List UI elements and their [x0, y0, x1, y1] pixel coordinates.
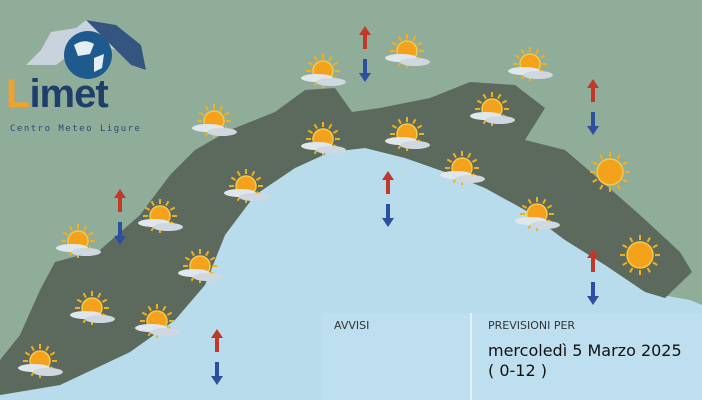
sun-cloud-icon: [224, 169, 269, 203]
sun-icon: [620, 235, 660, 275]
sun-cloud-icon: [440, 151, 485, 185]
sun-icon: [590, 152, 630, 192]
logo-subtitle: Centro Meteo Ligure: [10, 124, 142, 134]
temperature-min-arrow-icon: [211, 362, 223, 385]
sun-cloud-icon: [301, 54, 346, 88]
temperature-max-arrow-icon: [211, 329, 223, 352]
sun-cloud-icon: [385, 117, 430, 151]
sun-cloud-icon: [138, 199, 183, 233]
forecast-date: mercoledì 5 Marzo 2025( 0-12 ): [488, 341, 682, 380]
sun-cloud-icon: [385, 34, 430, 68]
logo-wordmark: Limet: [6, 72, 109, 116]
globe-logo-icon: [26, 20, 146, 79]
temperature-min-arrow-icon: [114, 222, 126, 245]
sun-cloud-icon: [508, 47, 553, 81]
divider: [470, 313, 472, 400]
temperature-max-arrow-icon: [382, 171, 394, 194]
temperature-min-arrow-icon: [359, 59, 371, 82]
sun-cloud-icon: [18, 344, 63, 378]
temperature-max-arrow-icon: [359, 26, 371, 49]
temperature-min-arrow-icon: [587, 282, 599, 305]
warnings-label[interactable]: AVVISI: [334, 319, 370, 332]
temperature-max-arrow-icon: [114, 189, 126, 212]
temperature-min-arrow-icon: [382, 204, 394, 227]
limet-logo: [6, 20, 176, 145]
sun-cloud-icon: [192, 104, 237, 138]
land-liguria: [0, 82, 692, 395]
sun-cloud-icon: [135, 304, 180, 338]
sun-cloud-icon: [56, 224, 101, 258]
temperature-min-arrow-icon: [587, 112, 599, 135]
sun-cloud-icon: [515, 197, 560, 231]
sun-cloud-icon: [301, 122, 346, 156]
sun-cloud-icon: [178, 249, 223, 283]
info-panel: AVVISI PREVISIONI PER mercoledì 5 Marzo …: [322, 313, 702, 400]
sun-cloud-icon: [470, 92, 515, 126]
sun-cloud-icon: [70, 291, 115, 325]
temperature-max-arrow-icon: [587, 249, 599, 272]
forecast-label: PREVISIONI PER: [488, 319, 576, 332]
temperature-max-arrow-icon: [587, 79, 599, 102]
